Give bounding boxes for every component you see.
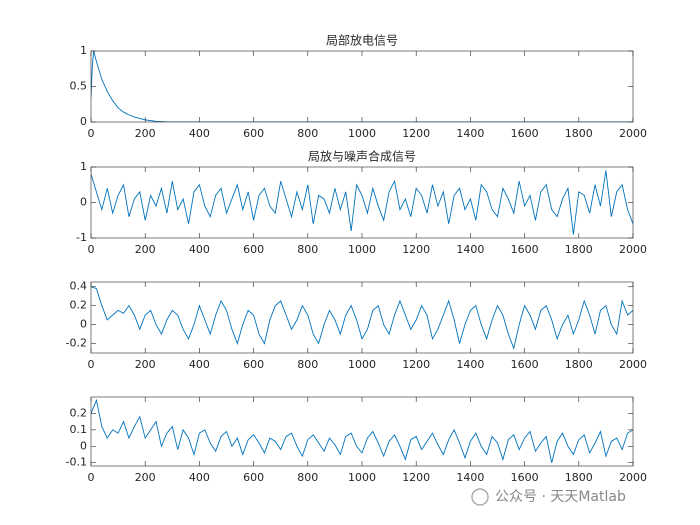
y-tick-label: 0.2 [70, 406, 88, 419]
axes-background [91, 397, 633, 466]
x-tick-label: 2000 [619, 471, 647, 484]
axes-background [91, 51, 633, 122]
x-tick-label: 1400 [456, 358, 484, 371]
x-tick-label: 400 [189, 127, 210, 140]
x-tick-label: 800 [297, 127, 318, 140]
watermark-icon [471, 488, 489, 506]
x-tick-label: 1000 [348, 358, 376, 371]
y-tick-label: 1 [80, 44, 87, 57]
x-tick-label: 1400 [456, 127, 484, 140]
x-tick-label: 200 [135, 243, 156, 256]
y-tick-label: -1 [76, 231, 87, 244]
x-tick-label: 1800 [565, 127, 593, 140]
x-tick-label: 1000 [348, 471, 376, 484]
y-tick-label: 0.2 [70, 299, 88, 312]
y-tick-label: 0 [80, 318, 87, 331]
signal-line [91, 398, 633, 463]
x-tick-label: 1600 [511, 471, 539, 484]
x-tick-label: 400 [189, 243, 210, 256]
x-tick-label: 1800 [565, 358, 593, 371]
x-tick-label: 0 [88, 243, 95, 256]
signal-line [91, 170, 633, 235]
x-tick-label: 1200 [402, 358, 430, 371]
chart-title: 局部放电信号 [326, 33, 398, 48]
x-tick-label: 0 [88, 358, 95, 371]
x-tick-label: 1600 [511, 127, 539, 140]
x-tick-label: 600 [243, 127, 264, 140]
chart-title: 局放与噪声合成信号 [308, 149, 416, 164]
x-tick-label: 1400 [456, 471, 484, 484]
x-tick-label: 1000 [348, 243, 376, 256]
x-tick-label: 200 [135, 471, 156, 484]
x-tick-label: 1000 [348, 127, 376, 140]
y-tick-label: 0 [80, 439, 87, 452]
y-tick-label: 0.1 [70, 423, 88, 436]
x-tick-label: 200 [135, 358, 156, 371]
y-tick-label: 0.5 [70, 80, 88, 93]
x-tick-label: 1600 [511, 243, 539, 256]
x-tick-label: 1400 [456, 243, 484, 256]
x-tick-label: 0 [88, 471, 95, 484]
x-tick-label: 2000 [619, 243, 647, 256]
x-tick-label: 1200 [402, 243, 430, 256]
x-tick-label: 1200 [402, 127, 430, 140]
x-tick-label: 2000 [619, 358, 647, 371]
x-tick-label: 1800 [565, 243, 593, 256]
watermark: 公众号 · 天天Matlab [495, 489, 626, 505]
x-tick-label: 2000 [619, 127, 647, 140]
x-tick-label: 800 [297, 243, 318, 256]
x-tick-label: 1200 [402, 471, 430, 484]
y-tick-label: -0.2 [66, 337, 87, 350]
x-tick-label: 600 [243, 358, 264, 371]
y-tick-label: 0.4 [70, 280, 88, 293]
y-tick-label: 1 [80, 160, 87, 173]
axes-background [91, 167, 633, 238]
x-tick-label: 400 [189, 471, 210, 484]
signal-line [91, 51, 633, 122]
x-tick-label: 800 [297, 358, 318, 371]
x-tick-label: 0 [88, 127, 95, 140]
axes-background [91, 282, 633, 353]
signal-line [91, 286, 633, 350]
x-tick-label: 400 [189, 358, 210, 371]
x-tick-label: 200 [135, 127, 156, 140]
y-tick-label: 0 [80, 115, 87, 128]
x-tick-label: 800 [297, 471, 318, 484]
x-tick-label: 1800 [565, 471, 593, 484]
y-tick-label: -0.1 [66, 456, 87, 469]
x-tick-label: 600 [243, 471, 264, 484]
x-tick-label: 600 [243, 243, 264, 256]
y-tick-label: 0 [80, 196, 87, 209]
x-tick-label: 1600 [511, 358, 539, 371]
